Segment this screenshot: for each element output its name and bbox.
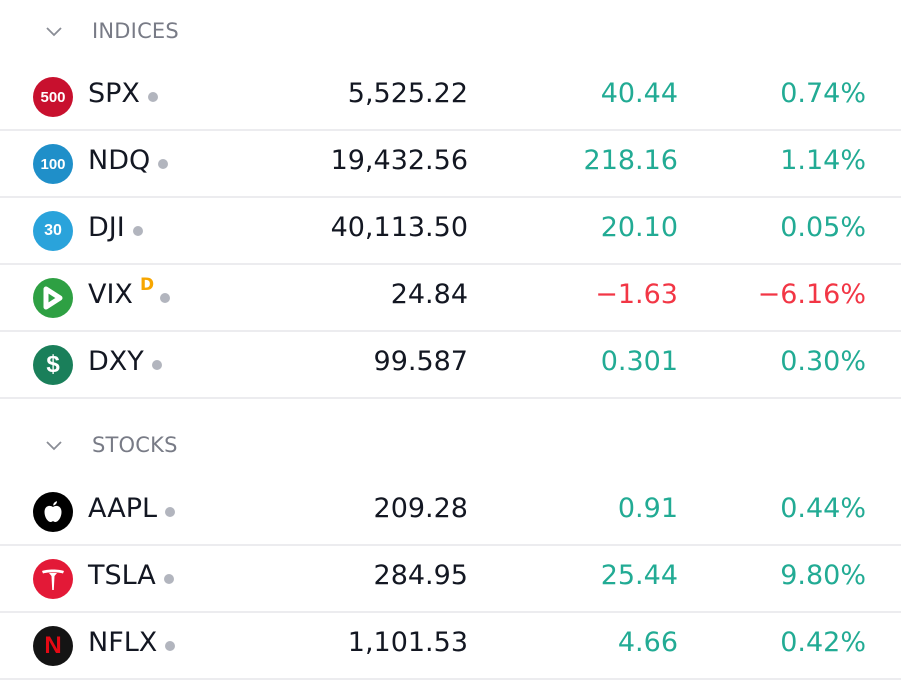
dxy-logo-icon: $ <box>33 345 73 385</box>
change: 25.44 <box>600 560 678 591</box>
last-price: 19,432.56 <box>330 145 468 176</box>
symbol-label: NFLX <box>88 627 158 658</box>
last-price: 1,101.53 <box>347 627 468 658</box>
tsla-logo-icon <box>33 559 73 599</box>
change-percent: 0.44% <box>780 493 866 524</box>
change: −1.63 <box>595 279 678 310</box>
status-dot-icon <box>163 574 174 584</box>
nflx-logo-icon: N <box>33 626 73 666</box>
chevron-down-icon[interactable] <box>44 24 64 38</box>
symbol-row-spx[interactable]: 500 SPX 5,525.22 40.44 0.74% <box>0 63 901 131</box>
symbol-name: AAPL <box>88 493 176 524</box>
logo-text: 100 <box>40 155 66 173</box>
change: 0.301 <box>600 346 678 377</box>
status-dot-icon <box>147 92 158 102</box>
tesla-icon <box>42 569 64 590</box>
apple-icon <box>44 501 62 522</box>
status-dot-icon <box>132 226 143 236</box>
status-dot-icon <box>165 507 176 517</box>
symbol-label: DJI <box>88 212 125 243</box>
logo-text: $ <box>46 351 60 378</box>
change: 4.66 <box>617 627 678 658</box>
play-arrow-icon <box>43 286 63 310</box>
symbol-row-dji[interactable]: 30 DJI 40,113.50 20.10 0.05% <box>0 197 901 265</box>
symbol-name: DJI <box>88 212 143 243</box>
symbol-label: NDQ <box>88 145 151 176</box>
spx-logo-icon: 500 <box>33 77 73 117</box>
last-price: 99.587 <box>373 346 468 377</box>
symbol-label: VIX <box>88 279 133 310</box>
change: 218.16 <box>583 145 678 176</box>
last-price: 40,113.50 <box>330 212 468 243</box>
section-title: STOCKS <box>92 433 178 457</box>
symbol-label: TSLA <box>88 560 156 591</box>
logo-text: N <box>44 632 62 659</box>
change-percent: 0.30% <box>780 346 866 377</box>
logo-text: 30 <box>44 222 62 239</box>
symbol-name: TSLA <box>88 560 174 591</box>
symbol-name: NDQ <box>88 145 169 176</box>
change: 40.44 <box>600 78 678 109</box>
change-percent: 0.42% <box>780 627 866 658</box>
last-price: 284.95 <box>373 560 468 591</box>
symbol-row-ndq[interactable]: 100 NDQ 19,432.56 218.16 1.14% <box>0 130 901 198</box>
change-percent: 0.05% <box>780 212 866 243</box>
status-dot-icon <box>165 641 176 651</box>
change-percent: −6.16% <box>757 279 866 310</box>
symbol-name: SPX <box>88 78 158 109</box>
symbol-name: NFLX <box>88 627 176 658</box>
symbol-row-aapl[interactable]: AAPL 209.28 0.91 0.44% <box>0 478 901 546</box>
change-percent: 0.74% <box>780 78 866 109</box>
symbol-row-nflx[interactable]: N NFLX 1,101.53 4.66 0.42% <box>0 612 901 680</box>
aapl-logo-icon <box>33 492 73 532</box>
symbol-row-dxy[interactable]: $ DXY 99.587 0.301 0.30% <box>0 331 901 399</box>
last-price: 24.84 <box>390 279 468 310</box>
last-price: 5,525.22 <box>347 78 468 109</box>
chevron-down-icon[interactable] <box>44 438 64 452</box>
status-dot-icon <box>160 293 171 303</box>
status-dot-icon <box>158 159 169 169</box>
change: 20.10 <box>600 212 678 243</box>
delayed-badge: D <box>139 275 155 295</box>
change: 0.91 <box>617 493 678 524</box>
vix-logo-icon <box>33 278 73 318</box>
last-price: 209.28 <box>373 493 468 524</box>
status-dot-icon <box>151 360 162 370</box>
symbol-label: DXY <box>88 346 144 377</box>
section-title: INDICES <box>92 19 179 43</box>
change-percent: 9.80% <box>780 560 866 591</box>
section-header-stocks[interactable]: STOCKS <box>0 416 901 474</box>
symbol-label: AAPL <box>88 493 158 524</box>
section-header-indices[interactable]: INDICES <box>0 2 901 60</box>
symbol-label: SPX <box>88 78 140 109</box>
symbol-row-vix[interactable]: VIX D 24.84 −1.63 −6.16% <box>0 264 901 332</box>
dji-logo-icon: 30 <box>33 211 73 251</box>
symbol-name: DXY <box>88 346 162 377</box>
logo-text: 500 <box>40 88 66 106</box>
ndq-logo-icon: 100 <box>33 144 73 184</box>
symbol-row-tsla[interactable]: TSLA 284.95 25.44 9.80% <box>0 545 901 613</box>
change-percent: 1.14% <box>780 145 866 176</box>
symbol-name: VIX D <box>88 275 171 310</box>
